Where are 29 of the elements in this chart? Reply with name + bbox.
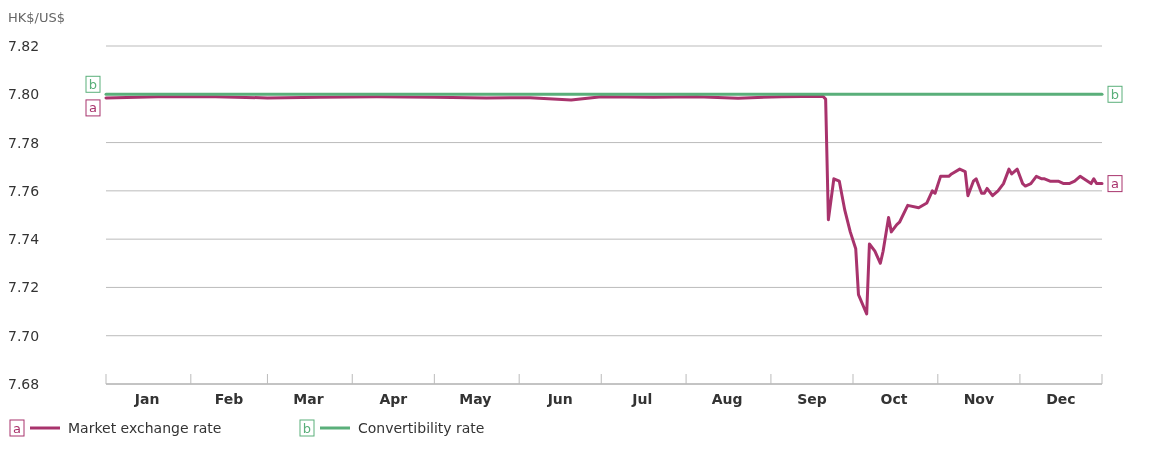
x-tick-label: Apr [379, 391, 408, 407]
x-tick-label: May [459, 391, 492, 407]
y-tick-label: 7.82 [8, 38, 40, 54]
x-tick-label: Jun [546, 391, 573, 407]
x-tick-label: Feb [214, 391, 244, 407]
x-tick-label: Jan [133, 391, 160, 407]
x-tick-label: Dec [1046, 391, 1076, 407]
x-tick-label: Sep [797, 391, 827, 407]
y-tick-label: 7.68 [8, 376, 40, 392]
legend-label: Market exchange rate [68, 420, 222, 436]
x-tick-label: Nov [963, 391, 995, 407]
y-tick-label: 7.70 [8, 327, 40, 344]
x-tick-label: Aug [711, 391, 743, 407]
text: b [302, 421, 312, 436]
text: b [1110, 86, 1120, 102]
y-tick-label: 7.78 [8, 134, 40, 151]
x-tick-label: Mar [293, 391, 324, 407]
text: a [13, 421, 21, 436]
x-tick-label: Oct [880, 391, 908, 407]
y-axis-title: HK$/US$ [8, 10, 65, 25]
legend-label: Convertibility rate [358, 420, 485, 436]
y-tick-label: 7.80 [8, 86, 40, 103]
text: a [89, 100, 97, 116]
text: a [1111, 176, 1119, 192]
y-tick-label: 7.74 [8, 231, 40, 248]
text: b [88, 76, 98, 92]
y-tick-label: 7.76 [8, 182, 40, 199]
x-tick-label: Jul [631, 391, 653, 407]
y-tick-label: 7.72 [8, 279, 40, 296]
